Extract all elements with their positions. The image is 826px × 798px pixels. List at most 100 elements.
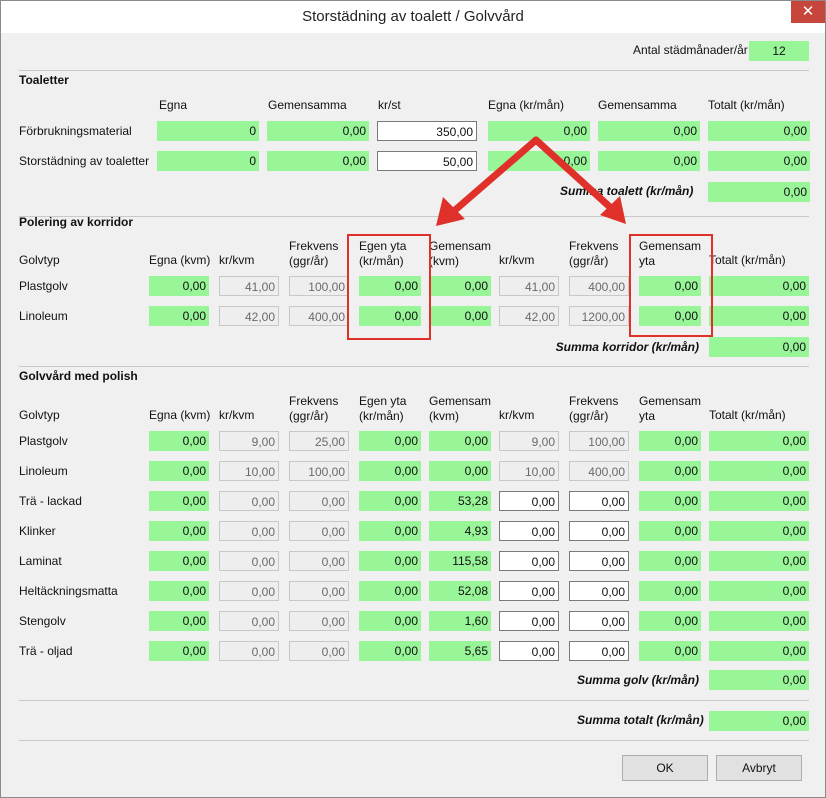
frek-field: 100,00 xyxy=(289,461,349,481)
column-header-frekvens: Frekvens (ggr/år) xyxy=(289,239,339,268)
column-header: Totalt (kr/mån) xyxy=(708,98,785,112)
krkvm2-field: 10,00 xyxy=(499,461,559,481)
egna-field[interactable]: 0,00 xyxy=(149,611,209,631)
highlight-egen-yta xyxy=(347,234,431,340)
frek2-field[interactable]: 0,00 xyxy=(569,641,629,661)
dialog-body: Antal städmånader/år 12 Toaletter Egna Gem… xyxy=(9,33,819,791)
totalt-field: 0,00 xyxy=(709,306,809,326)
totalt-field: 0,00 xyxy=(708,151,810,171)
frek2-field[interactable]: 0,00 xyxy=(569,581,629,601)
egna-field[interactable]: 0,00 xyxy=(149,491,209,511)
gemensamma-man-field: 0,00 xyxy=(598,151,700,171)
column-header-totalt: Totalt (kr/mån) xyxy=(709,408,786,422)
column-header-gem_yta: Gemensam yta xyxy=(639,394,702,423)
row-label: Linoleum xyxy=(19,309,68,323)
row-label: Trä - oljad xyxy=(19,644,73,658)
row-label: Trä - lackad xyxy=(19,494,82,508)
frek-field: 0,00 xyxy=(289,641,349,661)
totalt-field: 0,00 xyxy=(709,431,809,451)
row-label: Laminat xyxy=(19,554,62,568)
sum-label: Summa golv (kr/mån) xyxy=(576,673,699,687)
gem-field[interactable]: 0,00 xyxy=(429,461,491,481)
gem-field[interactable]: 1,60 xyxy=(429,611,491,631)
egna-field[interactable]: 0,00 xyxy=(149,551,209,571)
totalt-field: 0,00 xyxy=(709,551,809,571)
gem-field[interactable]: 115,58 xyxy=(429,551,491,571)
frek2-field[interactable]: 0,00 xyxy=(569,551,629,571)
sum-label: Summa korridor (kr/mån) xyxy=(555,340,699,354)
krkvm2-field[interactable]: 0,00 xyxy=(499,551,559,571)
column-header-gem_yta: Gemensam yta xyxy=(639,239,702,268)
krkvm-field: 0,00 xyxy=(219,611,279,631)
gem-field[interactable]: 0,00 xyxy=(429,431,491,451)
close-button[interactable]: ✕ xyxy=(791,1,825,23)
months-label: Antal städmånader/år xyxy=(633,43,748,57)
column-header-golvtyp: Golvtyp xyxy=(19,253,60,267)
egna-field[interactable]: 0 xyxy=(157,121,259,141)
sum-value: 0,00 xyxy=(709,670,809,690)
gem-field[interactable]: 52,08 xyxy=(429,581,491,601)
gemensamma-field[interactable]: 0,00 xyxy=(267,121,369,141)
gemensamma-man-field: 0,00 xyxy=(598,121,700,141)
egen-yta-field: 0,00 xyxy=(359,306,421,326)
column-header-egen_yta: Egen yta (kr/mån) xyxy=(359,239,407,268)
egna-field[interactable]: 0,00 xyxy=(149,276,209,296)
egna-man-field: 0,00 xyxy=(488,121,590,141)
arrow-right-head xyxy=(600,196,626,224)
egna-field[interactable]: 0,00 xyxy=(149,581,209,601)
cancel-button[interactable]: Avbryt xyxy=(716,755,802,781)
gem-yta-field: 0,00 xyxy=(639,306,701,326)
frek2-field[interactable]: 0,00 xyxy=(569,611,629,631)
column-header: Egna (kr/mån) xyxy=(488,98,565,112)
title-bar: Storstädning av toalett / Golvvård ✕ xyxy=(1,1,825,33)
arrow-left xyxy=(450,136,540,215)
egna-field[interactable]: 0,00 xyxy=(149,641,209,661)
divider xyxy=(19,216,809,217)
totalt-field: 0,00 xyxy=(709,491,809,511)
totalt-field: 0,00 xyxy=(709,611,809,631)
krkvm2-field[interactable]: 0,00 xyxy=(499,521,559,541)
gem-yta-field: 0,00 xyxy=(639,551,701,571)
ok-button[interactable]: OK xyxy=(622,755,708,781)
gem-field[interactable]: 0,00 xyxy=(429,276,491,296)
frek2-field: 100,00 xyxy=(569,431,629,451)
egna-field[interactable]: 0,00 xyxy=(149,431,209,451)
krkvm2-field[interactable]: 0,00 xyxy=(499,581,559,601)
gem-field[interactable]: 0,00 xyxy=(429,306,491,326)
totalt-field: 0,00 xyxy=(709,276,809,296)
gem-field[interactable]: 53,28 xyxy=(429,491,491,511)
frek-field: 400,00 xyxy=(289,306,349,326)
months-field[interactable]: 12 xyxy=(749,41,809,61)
egna-field[interactable]: 0,00 xyxy=(149,521,209,541)
krst-input[interactable]: 350,00 xyxy=(377,121,477,141)
krkvm2-field[interactable]: 0,00 xyxy=(499,641,559,661)
column-header-gem: Gemensam (kvm) xyxy=(429,394,492,423)
gem-field[interactable]: 4,93 xyxy=(429,521,491,541)
arrow-left-head xyxy=(436,197,465,226)
gemensamma-field[interactable]: 0,00 xyxy=(267,151,369,171)
egna-field[interactable]: 0,00 xyxy=(149,306,209,326)
egna-field[interactable]: 0 xyxy=(157,151,259,171)
totalt-field: 0,00 xyxy=(709,581,809,601)
total-label: Summa totalt (kr/mån) xyxy=(577,713,704,727)
row-label: Plastgolv xyxy=(19,434,68,448)
column-header-totalt: Totalt (kr/mån) xyxy=(709,253,786,267)
egna-field[interactable]: 0,00 xyxy=(149,461,209,481)
krst-input[interactable]: 50,00 xyxy=(377,151,477,171)
frek-field: 0,00 xyxy=(289,611,349,631)
egen-yta-field: 0,00 xyxy=(359,431,421,451)
frek2-field[interactable]: 0,00 xyxy=(569,491,629,511)
krkvm2-field[interactable]: 0,00 xyxy=(499,611,559,631)
row-label: Storstädning av toaletter xyxy=(19,154,150,168)
gem-yta-field: 0,00 xyxy=(639,581,701,601)
gem-field[interactable]: 5,65 xyxy=(429,641,491,661)
krkvm-field: 0,00 xyxy=(219,641,279,661)
column-header: Egna xyxy=(159,98,188,112)
frek2-field[interactable]: 0,00 xyxy=(569,521,629,541)
egen-yta-field: 0,00 xyxy=(359,461,421,481)
krkvm-field: 10,00 xyxy=(219,461,279,481)
divider xyxy=(19,70,809,71)
krkvm2-field[interactable]: 0,00 xyxy=(499,491,559,511)
gem-yta-field: 0,00 xyxy=(639,611,701,631)
gem-yta-field: 0,00 xyxy=(639,641,701,661)
